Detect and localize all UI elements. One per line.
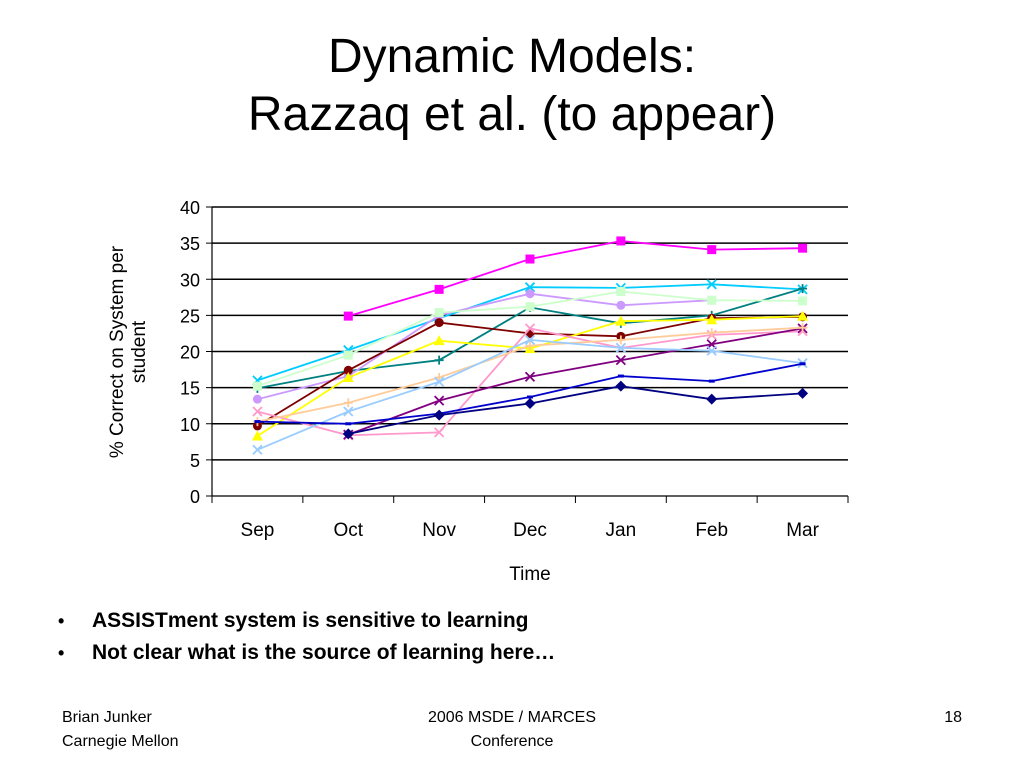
data-point [342,428,354,440]
x-tick-label: Dec [513,520,547,541]
data-point [343,350,353,360]
data-point [251,430,263,441]
bullet-item: • ASSISTment system is sensitive to lear… [58,605,555,637]
data-point [524,371,536,382]
bullet-text: ASSISTment system is sensitive to learni… [92,609,529,632]
data-point [434,427,445,438]
x-axis-title: Time [509,564,551,585]
y-axis-title-line: student [129,320,150,383]
data-point [524,334,536,346]
data-point [617,374,624,378]
y-tick-label: 15 [180,379,200,399]
y-tick-label: 30 [180,270,200,290]
data-point [798,296,808,306]
slide-title: Dynamic Models: Razzaq et al. (to appear… [0,28,1024,144]
data-point [252,381,262,391]
line-chart: 0 5 10 15 20 25 30 35 40 Sep Oct Nov Dec Jan Feb Mar Tim… [107,198,849,585]
data-point [434,318,444,328]
series-line [348,385,803,435]
data-point [434,284,444,294]
data-point [524,323,536,334]
title-line-2: Razzaq et al. (to appear) [247,88,777,141]
bullet-glyph: • [58,643,65,663]
data-point [707,245,717,255]
footer-event-line-1: 2006 MSDE / MARCES [427,709,597,726]
data-point [524,398,536,410]
data-point [433,409,445,421]
x-tick-label: Nov [422,520,456,541]
x-tick-label: Oct [334,520,364,541]
data-point [708,379,715,383]
data-point [434,395,445,406]
x-tick-label: Sep [241,520,275,541]
data-point [797,310,809,321]
data-point [433,335,445,346]
series-line [347,327,803,436]
y-tick-label: 20 [180,343,200,363]
data-point [254,420,261,424]
data-point [527,395,533,399]
data-point [615,355,626,366]
y-tick-label: 40 [180,198,200,218]
data-point [706,393,718,405]
data-point [799,362,806,366]
data-point [616,300,626,310]
data-point [252,406,263,417]
data-point [525,302,535,312]
data-point [706,314,718,325]
data-point [797,387,809,399]
y-axis-title-line: % Correct on System per [107,245,128,458]
footer-author: Brian Junker Carnegie Mellon [62,706,179,754]
bullet-item: • Not clear what is the source of learni… [58,637,555,669]
data-point [798,284,808,294]
data-point [616,335,626,345]
y-tick-label: 0 [190,487,200,507]
x-tick-label: Feb [695,520,728,541]
data-point [345,422,352,426]
footer-event: 2006 MSDE / MARCES Conference [362,706,662,754]
y-axis-title: % Correct on System perstudent [107,245,150,458]
data-point [615,380,627,392]
y-tick-label: 5 [190,451,200,471]
data-point [706,345,717,356]
footer-page-number: 18 [944,709,962,726]
data-point [524,282,536,293]
footer-event-line-2: Conference [470,733,554,750]
y-tick-label: 10 [180,415,200,435]
data-point [616,287,626,297]
data-point [252,394,262,404]
data-point [434,307,444,317]
bullet-list: • ASSISTment system is sensitive to lear… [58,605,555,669]
data-point [342,372,354,383]
data-point [616,236,626,246]
bullet-glyph: • [58,611,65,631]
data-point [798,243,808,253]
data-point [343,365,353,375]
data-point [434,376,445,387]
data-point [798,323,808,333]
data-point [707,295,717,305]
data-point [525,289,535,299]
footer-author-affiliation: Carnegie Mellon [62,733,179,750]
data-point [434,373,444,383]
title-line-1: Dynamic Models: [327,30,697,83]
data-point [434,355,444,365]
data-point [343,311,353,321]
data-point [525,341,535,351]
data-point [343,406,354,417]
data-point [252,444,263,455]
data-point [343,398,353,408]
data-point [707,328,717,338]
series-line [348,240,803,317]
bullet-text: Not clear what is the source of learning… [92,641,556,664]
data-point [706,279,717,290]
x-tick-label: Jan [606,520,637,541]
data-point [615,315,627,326]
y-tick-label: 35 [180,234,200,254]
footer-author-name: Brian Junker [62,709,152,726]
x-tick-label: Mar [786,520,819,541]
data-point [525,254,535,264]
y-tick-label: 25 [180,306,200,326]
data-point [615,342,626,354]
